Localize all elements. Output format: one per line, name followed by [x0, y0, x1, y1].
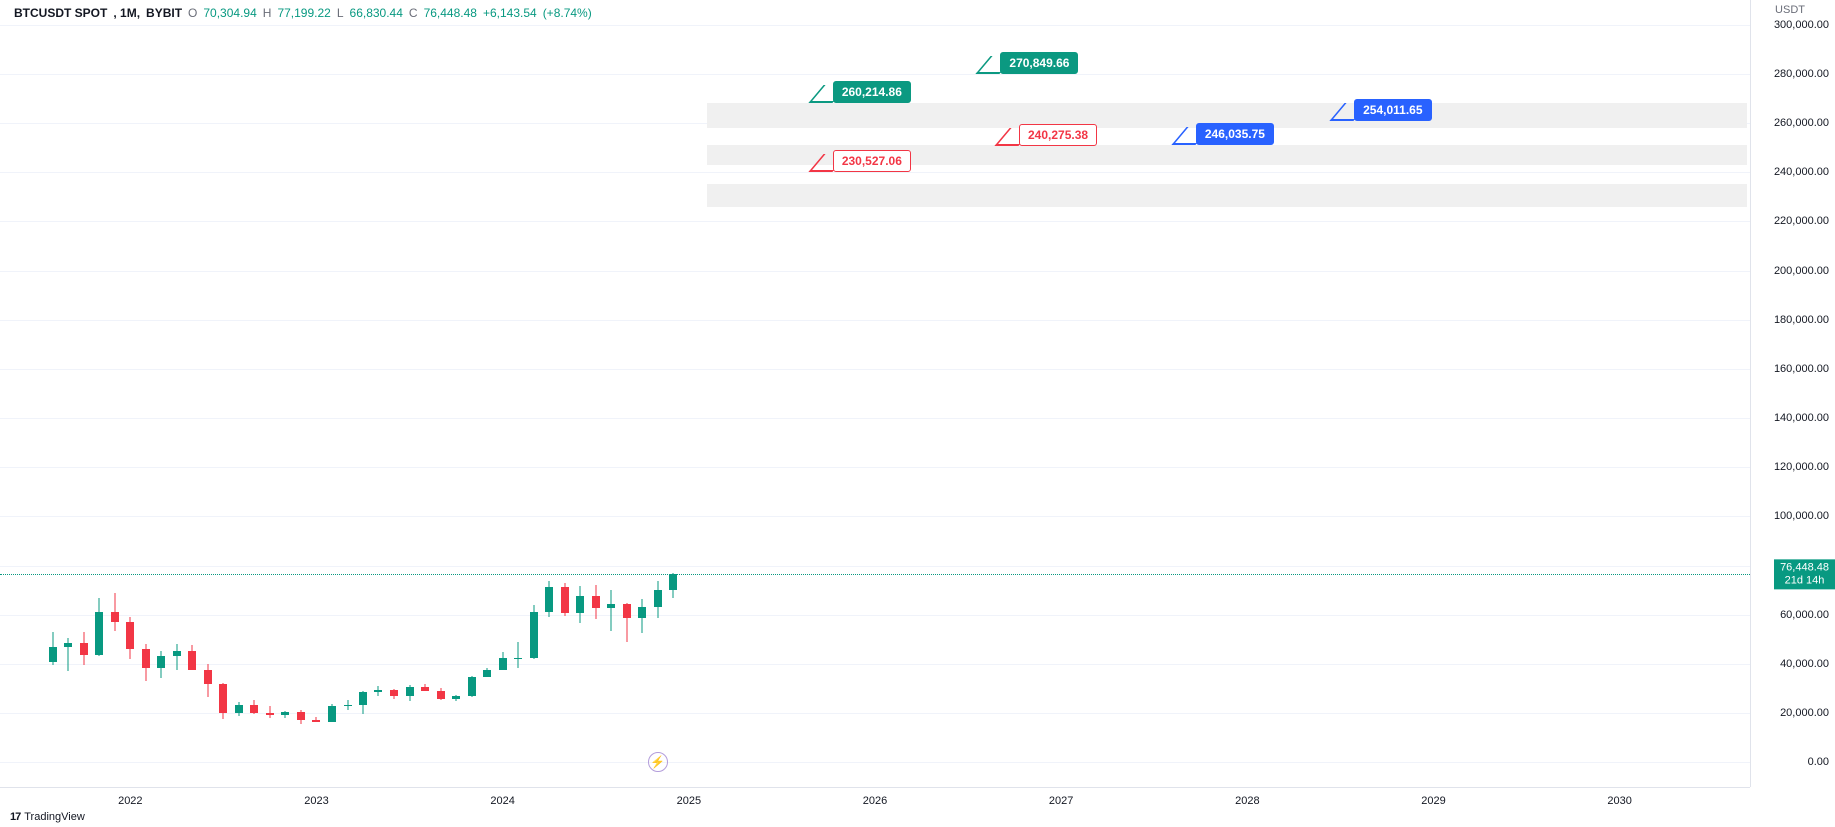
gridline — [0, 25, 1750, 26]
y-tick-label: 40,000.00 — [1780, 658, 1829, 670]
y-tick-label: 160,000.00 — [1774, 363, 1829, 375]
gridline — [0, 74, 1750, 75]
gridline — [0, 467, 1750, 468]
chart-container[interactable]: BTCUSDT SPOT , 1M, BYBIT O70,304.94 H77,… — [0, 0, 1835, 827]
gridline — [0, 762, 1750, 763]
gridline — [0, 615, 1750, 616]
x-tick-label: 2025 — [677, 795, 701, 807]
y-tick-label: 260,000.00 — [1774, 117, 1829, 129]
gridline — [0, 418, 1750, 419]
y-axis[interactable]: USDT 0.0020,000.0040,000.0060,000.0080,0… — [1750, 0, 1835, 787]
y-tick-label: 180,000.00 — [1774, 314, 1829, 326]
current-price-line — [0, 574, 1750, 575]
current-price-tag[interactable]: 76,448.48 21d 14h — [1774, 560, 1835, 589]
tv-brand-text: TradingView — [24, 811, 85, 823]
gridline — [0, 713, 1750, 714]
x-tick-label: 2028 — [1235, 795, 1259, 807]
y-tick-label: 220,000.00 — [1774, 215, 1829, 227]
y-tick-label: 60,000.00 — [1780, 609, 1829, 621]
x-tick-label: 2022 — [118, 795, 142, 807]
price-callout[interactable]: 260,214.86 — [810, 81, 911, 103]
price-callout[interactable]: 254,011.65 — [1331, 99, 1431, 121]
y-tick-label: 100,000.00 — [1774, 510, 1829, 522]
y-tick-label: 300,000.00 — [1774, 19, 1829, 31]
y-tick-label: 20,000.00 — [1780, 707, 1829, 719]
gridline — [0, 221, 1750, 222]
gridline — [0, 172, 1750, 173]
flash-icon[interactable]: ⚡ — [648, 752, 668, 772]
x-tick-label: 2027 — [1049, 795, 1073, 807]
gridline — [0, 271, 1750, 272]
y-tick-label: 240,000.00 — [1774, 166, 1829, 178]
y-tick-label: 0.00 — [1808, 756, 1829, 768]
callout-label: 254,011.65 — [1354, 99, 1431, 121]
price-callout[interactable]: 270,849.66 — [977, 52, 1078, 74]
tv-glyph-icon: 17 — [10, 811, 20, 823]
price-callout[interactable]: 240,275.38 — [996, 124, 1097, 146]
x-tick-label: 2023 — [304, 795, 328, 807]
gridline — [0, 516, 1750, 517]
gridline — [0, 369, 1750, 370]
x-tick-label: 2030 — [1607, 795, 1631, 807]
plot-area[interactable]: 260,214.86 270,849.66 246,035.75 254,011.65… — [0, 0, 1750, 787]
y-tick-label: 200,000.00 — [1774, 265, 1829, 277]
tradingview-logo[interactable]: 17 TradingView — [10, 811, 85, 823]
y-tick-label: 140,000.00 — [1774, 412, 1829, 424]
gridline — [0, 566, 1750, 567]
x-tick-label: 2024 — [490, 795, 514, 807]
price-zone — [707, 184, 1747, 206]
price-callout[interactable]: 230,527.06 — [810, 150, 911, 172]
gridline — [0, 320, 1750, 321]
y-axis-unit: USDT — [1775, 4, 1805, 16]
price-callout[interactable]: 246,035.75 — [1173, 123, 1274, 145]
gridline — [0, 664, 1750, 665]
x-tick-label: 2026 — [863, 795, 887, 807]
y-tick-label: 120,000.00 — [1774, 461, 1829, 473]
x-tick-label: 2029 — [1421, 795, 1445, 807]
y-tick-label: 280,000.00 — [1774, 68, 1829, 80]
x-axis[interactable]: 2022 2023 2024 2025 2026 2027 2028 2029 2030 — [0, 787, 1750, 810]
